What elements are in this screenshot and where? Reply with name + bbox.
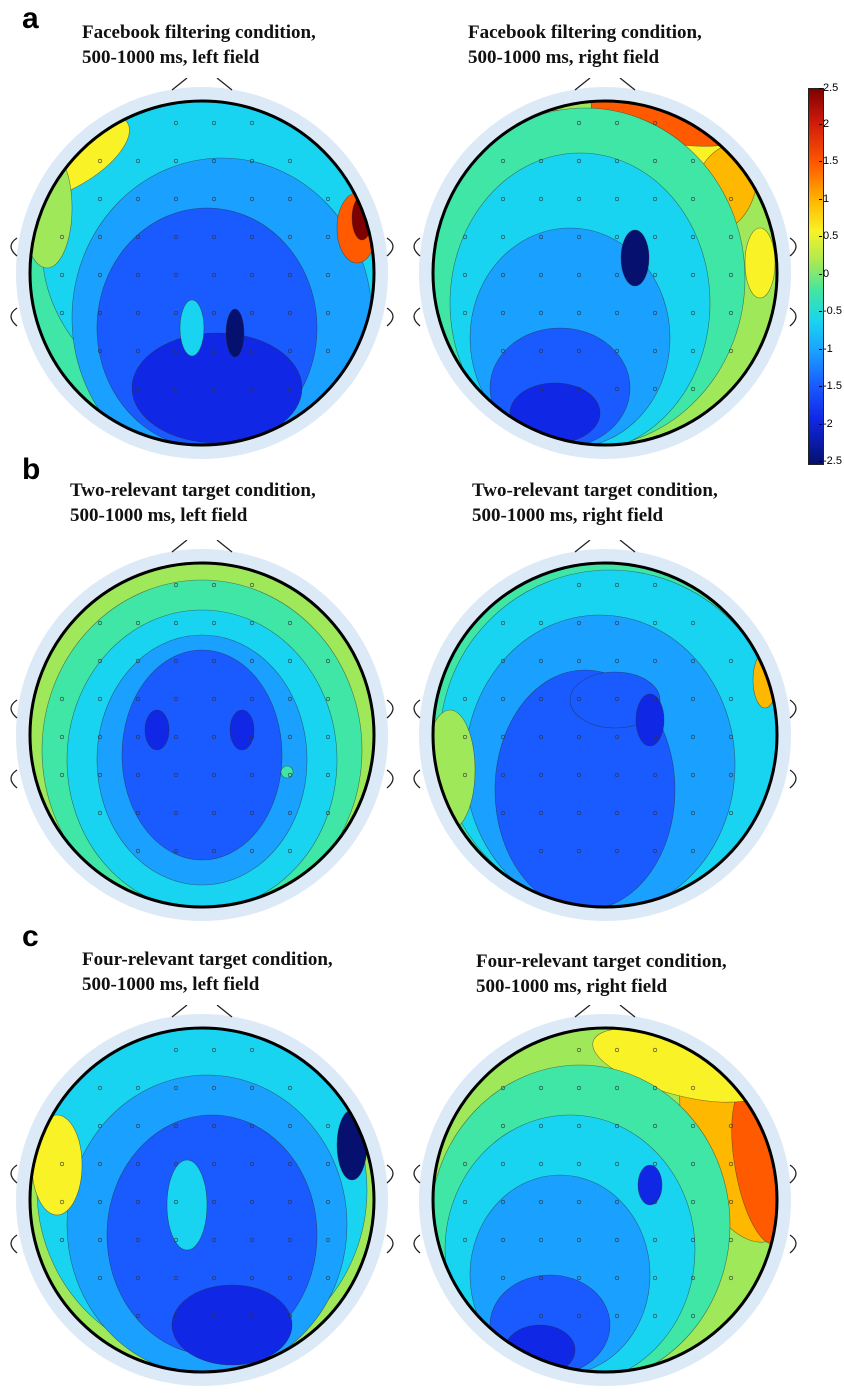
color-scale-tick: -1.5 [819,380,842,392]
color-scale-tick: 2.5 [818,82,839,94]
color-scale-tick: -1 [819,343,833,355]
topo-map-b-right [413,540,797,921]
panel-letter-c: c [22,920,39,953]
color-scale-tick: -0.5 [819,305,842,317]
topo-map-b-left [10,540,394,921]
color-scale-tick: 0 [818,268,830,280]
title-line-1: Facebook filtering condition, [82,22,316,43]
title-line-2: 500-1000 ms, right field [476,976,668,997]
map-title-b-right: Two-relevant target condition, 500-1000 … [472,478,718,528]
title-line-1: Two-relevant target condition, [472,480,718,501]
title-line-2: 500-1000 ms, left field [70,505,248,526]
title-line-2: 500-1000 ms, right field [468,47,660,68]
topo-map-c-left [10,1005,394,1386]
topo-map-a-left [10,78,394,459]
title-line-2: 500-1000 ms, left field [82,974,260,995]
map-title-c-left: Four-relevant target condition, 500-1000… [82,947,333,997]
map-title-b-left: Two-relevant target condition, 500-1000 … [70,478,316,528]
map-title-c-right: Four-relevant target condition, 500-1000… [476,949,727,999]
topo-map-a-right [413,78,797,459]
title-line-2: 500-1000 ms, right field [472,505,664,526]
color-scale-tick: 2 [818,118,830,130]
color-scale-bar [808,88,824,465]
panel-letter-b: b [22,453,41,486]
title-line-1: Four-relevant target condition, [476,951,727,972]
color-scale-tick: -2 [819,418,833,430]
title-line-2: 500-1000 ms, left field [82,47,260,68]
map-title-a-right: Facebook filtering condition, 500-1000 m… [468,20,702,70]
topo-map-c-right [413,1005,797,1386]
title-line-1: Two-relevant target condition, [70,480,316,501]
color-scale-tick: -2.5 [819,455,842,467]
title-line-1: Four-relevant target condition, [82,949,333,970]
panel-letter-a: a [22,2,39,35]
color-scale-tick: 1 [818,193,830,205]
color-scale-tick: 0.5 [818,230,839,242]
color-scale-tick: 1.5 [818,155,839,167]
map-title-a-left: Facebook filtering condition, 500-1000 m… [82,20,316,70]
title-line-1: Facebook filtering condition, [468,22,702,43]
